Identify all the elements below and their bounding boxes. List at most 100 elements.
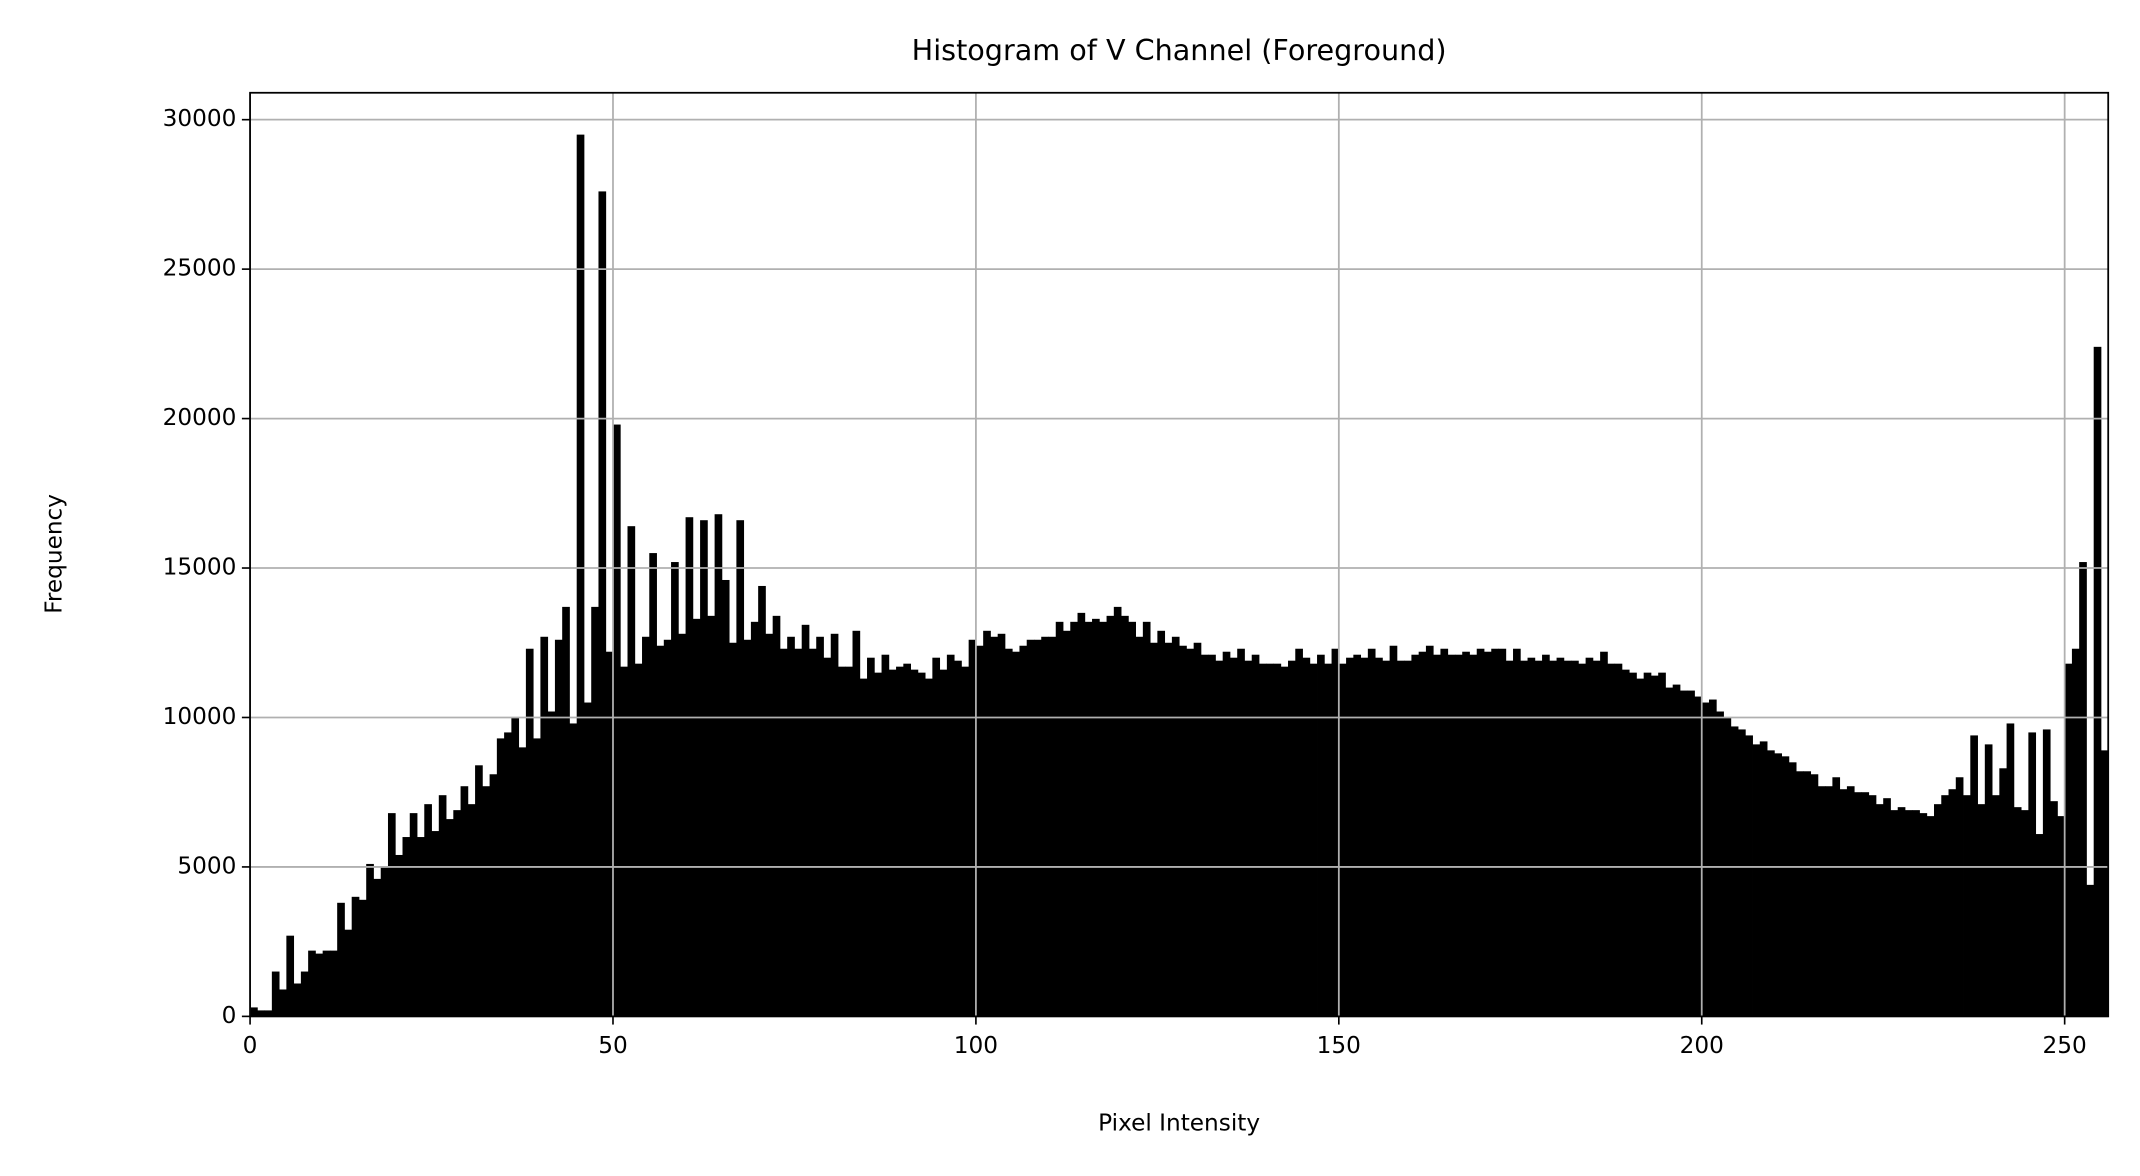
bar bbox=[1738, 729, 1746, 1017]
y-tick-label: 0 bbox=[222, 1002, 237, 1029]
bar bbox=[620, 666, 628, 1017]
bar bbox=[1767, 750, 1775, 1017]
x-tick-label: 250 bbox=[2043, 1032, 2087, 1059]
bar bbox=[758, 585, 766, 1017]
y-axis-label: Frequency bbox=[40, 494, 67, 614]
bar bbox=[656, 645, 665, 1017]
bar bbox=[250, 1007, 258, 1017]
bar bbox=[2013, 807, 2022, 1017]
bar bbox=[830, 633, 839, 1017]
bar bbox=[540, 636, 549, 1017]
bar bbox=[395, 854, 403, 1017]
bar bbox=[1912, 810, 1920, 1017]
bar bbox=[1092, 618, 1100, 1017]
bar bbox=[1977, 804, 1986, 1017]
bar bbox=[417, 837, 425, 1017]
bar bbox=[1890, 810, 1899, 1017]
bar bbox=[627, 526, 636, 1017]
bar bbox=[954, 660, 962, 1017]
bar bbox=[1687, 690, 1695, 1017]
bar bbox=[431, 831, 440, 1017]
bar bbox=[1810, 774, 1819, 1017]
bar bbox=[2086, 884, 2095, 1017]
bar bbox=[1331, 648, 1340, 1017]
bar bbox=[1571, 660, 1579, 1017]
bar bbox=[1650, 675, 1659, 1017]
bars bbox=[250, 134, 2109, 1017]
x-tick-label: 50 bbox=[598, 1032, 628, 1059]
bar bbox=[1788, 762, 1797, 1017]
bar bbox=[329, 950, 338, 1017]
bar bbox=[489, 774, 498, 1017]
bar bbox=[1643, 672, 1652, 1017]
bar bbox=[315, 953, 324, 1017]
bar bbox=[1171, 636, 1180, 1017]
bar bbox=[1360, 657, 1369, 1017]
bar bbox=[903, 663, 911, 1017]
bar bbox=[271, 971, 280, 1017]
bar bbox=[337, 902, 345, 1017]
bar bbox=[1157, 630, 1166, 1017]
bar bbox=[1614, 663, 1623, 1017]
bar bbox=[1636, 678, 1645, 1017]
bar bbox=[714, 514, 723, 1017]
bar bbox=[779, 648, 788, 1017]
bar bbox=[874, 672, 882, 1017]
bar bbox=[1549, 660, 1557, 1017]
bar bbox=[504, 732, 512, 1017]
bar bbox=[692, 618, 701, 1017]
x-tick-label: 150 bbox=[1317, 1032, 1361, 1059]
bar bbox=[1629, 672, 1637, 1017]
bar bbox=[1955, 777, 1964, 1017]
bar bbox=[881, 654, 890, 1017]
bar bbox=[1904, 810, 1913, 1017]
bar bbox=[721, 579, 730, 1017]
bar bbox=[649, 553, 657, 1017]
bar bbox=[1229, 657, 1238, 1017]
bar bbox=[1861, 792, 1870, 1017]
bar bbox=[1658, 672, 1666, 1017]
bar bbox=[1295, 648, 1303, 1017]
y-tick-label: 20000 bbox=[163, 404, 237, 431]
bar bbox=[1934, 804, 1942, 1017]
bar bbox=[910, 669, 919, 1017]
bar bbox=[344, 929, 353, 1017]
bar bbox=[598, 191, 607, 1017]
bar bbox=[1984, 744, 1993, 1017]
bar bbox=[1135, 636, 1144, 1017]
bar bbox=[1803, 771, 1812, 1017]
bar bbox=[1454, 654, 1463, 1017]
bar bbox=[1919, 813, 1928, 1017]
bar bbox=[453, 810, 461, 1017]
bar bbox=[308, 950, 316, 1017]
bar bbox=[322, 950, 331, 1017]
bar bbox=[1476, 648, 1485, 1017]
bar bbox=[1883, 798, 1891, 1017]
bar bbox=[642, 636, 650, 1017]
bar bbox=[1411, 654, 1420, 1017]
bar bbox=[2071, 648, 2080, 1017]
bar bbox=[997, 633, 1006, 1017]
bar bbox=[707, 615, 716, 1017]
bar bbox=[2057, 816, 2066, 1017]
bar bbox=[533, 738, 541, 1017]
bar bbox=[373, 878, 382, 1017]
bar bbox=[2006, 723, 2015, 1017]
bar bbox=[2021, 810, 2029, 1017]
y-tick-label: 25000 bbox=[163, 255, 237, 282]
bar bbox=[1926, 816, 1935, 1017]
bar bbox=[1309, 663, 1318, 1017]
bar bbox=[750, 621, 759, 1017]
bar bbox=[1396, 660, 1405, 1017]
bar bbox=[1258, 663, 1267, 1017]
bar bbox=[932, 657, 941, 1017]
bar bbox=[983, 630, 991, 1017]
bar bbox=[1665, 687, 1674, 1017]
bar bbox=[1542, 654, 1550, 1017]
bar bbox=[554, 639, 563, 1017]
bar bbox=[1999, 768, 2008, 1017]
bar bbox=[1273, 663, 1282, 1017]
bar bbox=[1186, 648, 1195, 1017]
bar bbox=[591, 606, 599, 1017]
